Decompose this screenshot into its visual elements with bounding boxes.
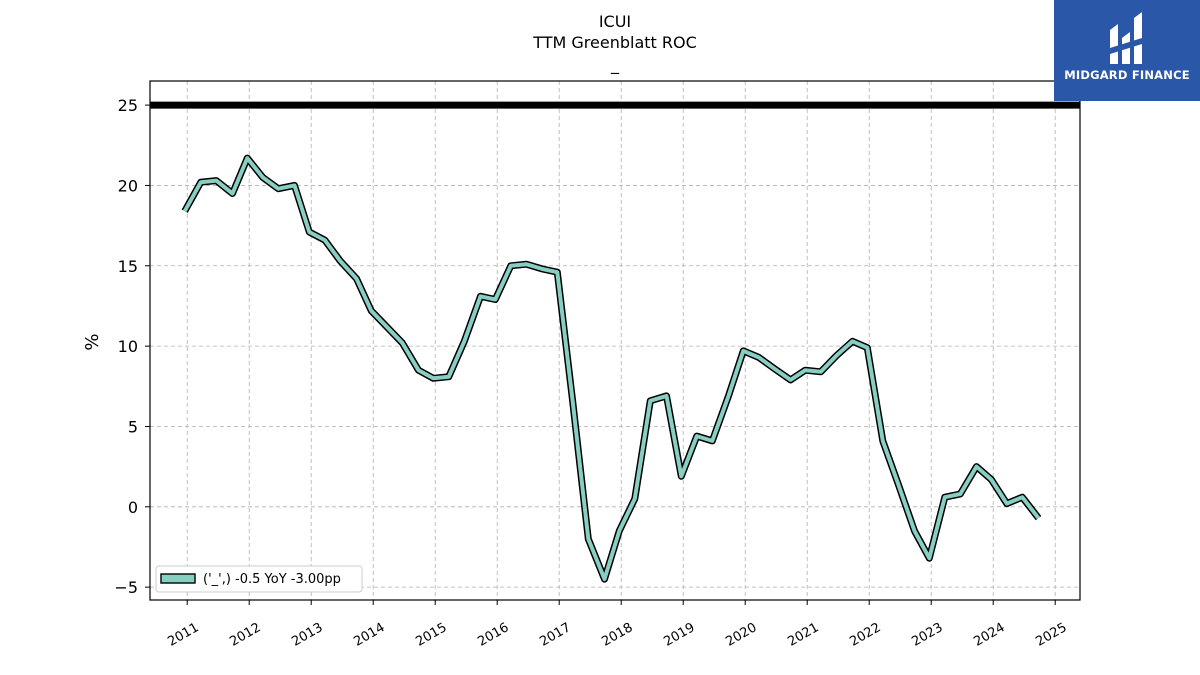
y-tick-label: 10 bbox=[118, 337, 138, 356]
y-tick-label: 0 bbox=[128, 498, 138, 517]
x-tick-label: 2020 bbox=[723, 620, 759, 650]
y-axis-label: % bbox=[82, 333, 103, 350]
brand-logo-text: MIDGARD FINANCE bbox=[1064, 68, 1190, 82]
x-tick-label: 2017 bbox=[537, 620, 573, 650]
x-tick-label: 2016 bbox=[475, 620, 511, 650]
legend-box bbox=[155, 565, 363, 593]
series-lines bbox=[181, 154, 1042, 583]
midgard-logo-icon bbox=[1110, 12, 1142, 64]
title-line-3: _ bbox=[610, 55, 620, 75]
y-axis: 25 20 15 10 5 0 −5 bbox=[114, 96, 150, 597]
x-tick-label: 2012 bbox=[227, 620, 263, 650]
x-tick-label: 2013 bbox=[289, 620, 325, 650]
x-tick-label: 2019 bbox=[661, 620, 697, 650]
x-axis: 2011 2012 2013 2014 2015 2016 2017 2018 2019 2020… bbox=[165, 600, 1070, 650]
chart-title: ICUI TTM Greenblatt ROC _ bbox=[532, 12, 697, 75]
title-line-1: ICUI bbox=[599, 12, 631, 31]
y-tick-label: 20 bbox=[118, 176, 138, 195]
series-line bbox=[182, 156, 1041, 582]
x-tick-label: 2023 bbox=[909, 620, 945, 650]
grid bbox=[150, 81, 1080, 600]
y-tick-label: 15 bbox=[118, 257, 138, 276]
x-tick-label: 2018 bbox=[599, 620, 635, 650]
x-tick-label: 2021 bbox=[785, 620, 821, 650]
y-tick-label: −5 bbox=[114, 578, 138, 597]
x-tick-label: 2011 bbox=[165, 620, 201, 650]
x-tick-label: 2024 bbox=[971, 620, 1007, 650]
y-tick-label: 5 bbox=[128, 417, 138, 436]
plot-frame bbox=[149, 80, 1081, 601]
legend: ('_',) -0.5 YoY -3.00pp bbox=[155, 565, 363, 593]
x-tick-label: 2025 bbox=[1033, 620, 1069, 650]
brand-logo: MIDGARD FINANCE bbox=[1054, 0, 1200, 101]
x-tick-label: 2015 bbox=[413, 620, 449, 650]
y-tick-label: 25 bbox=[118, 96, 138, 115]
x-tick-label: 2014 bbox=[351, 620, 387, 650]
x-tick-label: 2022 bbox=[847, 620, 883, 650]
legend-label: ('_',) -0.5 YoY -3.00pp bbox=[203, 572, 341, 587]
legend-swatch bbox=[160, 573, 196, 584]
title-line-2: TTM Greenblatt ROC bbox=[532, 33, 697, 52]
